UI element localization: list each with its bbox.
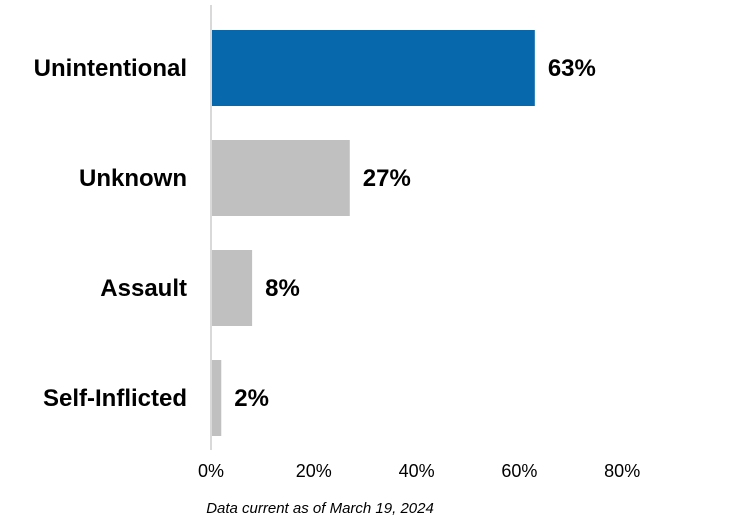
x-tick-label: 60% <box>501 461 537 481</box>
bar-self-inflicted <box>211 360 221 436</box>
data-label: 63% <box>548 55 596 82</box>
data-label: 8% <box>265 275 300 302</box>
x-tick-label: 80% <box>604 461 640 481</box>
category-label: Unknown <box>79 165 187 192</box>
data-label: 27% <box>363 165 411 192</box>
data-label: 2% <box>234 385 269 412</box>
category-label: Unintentional <box>34 55 187 82</box>
bar-unintentional <box>211 30 535 106</box>
category-label: Self-Inflicted <box>43 385 187 412</box>
category-label: Assault <box>100 275 187 302</box>
x-tick-label: 20% <box>296 461 332 481</box>
x-tick-label: 40% <box>399 461 435 481</box>
data-footnote: Data current as of March 19, 2024 <box>0 500 640 517</box>
x-tick-label: 0% <box>198 461 224 481</box>
bar-assault <box>211 250 252 326</box>
bar-unknown <box>211 140 350 216</box>
